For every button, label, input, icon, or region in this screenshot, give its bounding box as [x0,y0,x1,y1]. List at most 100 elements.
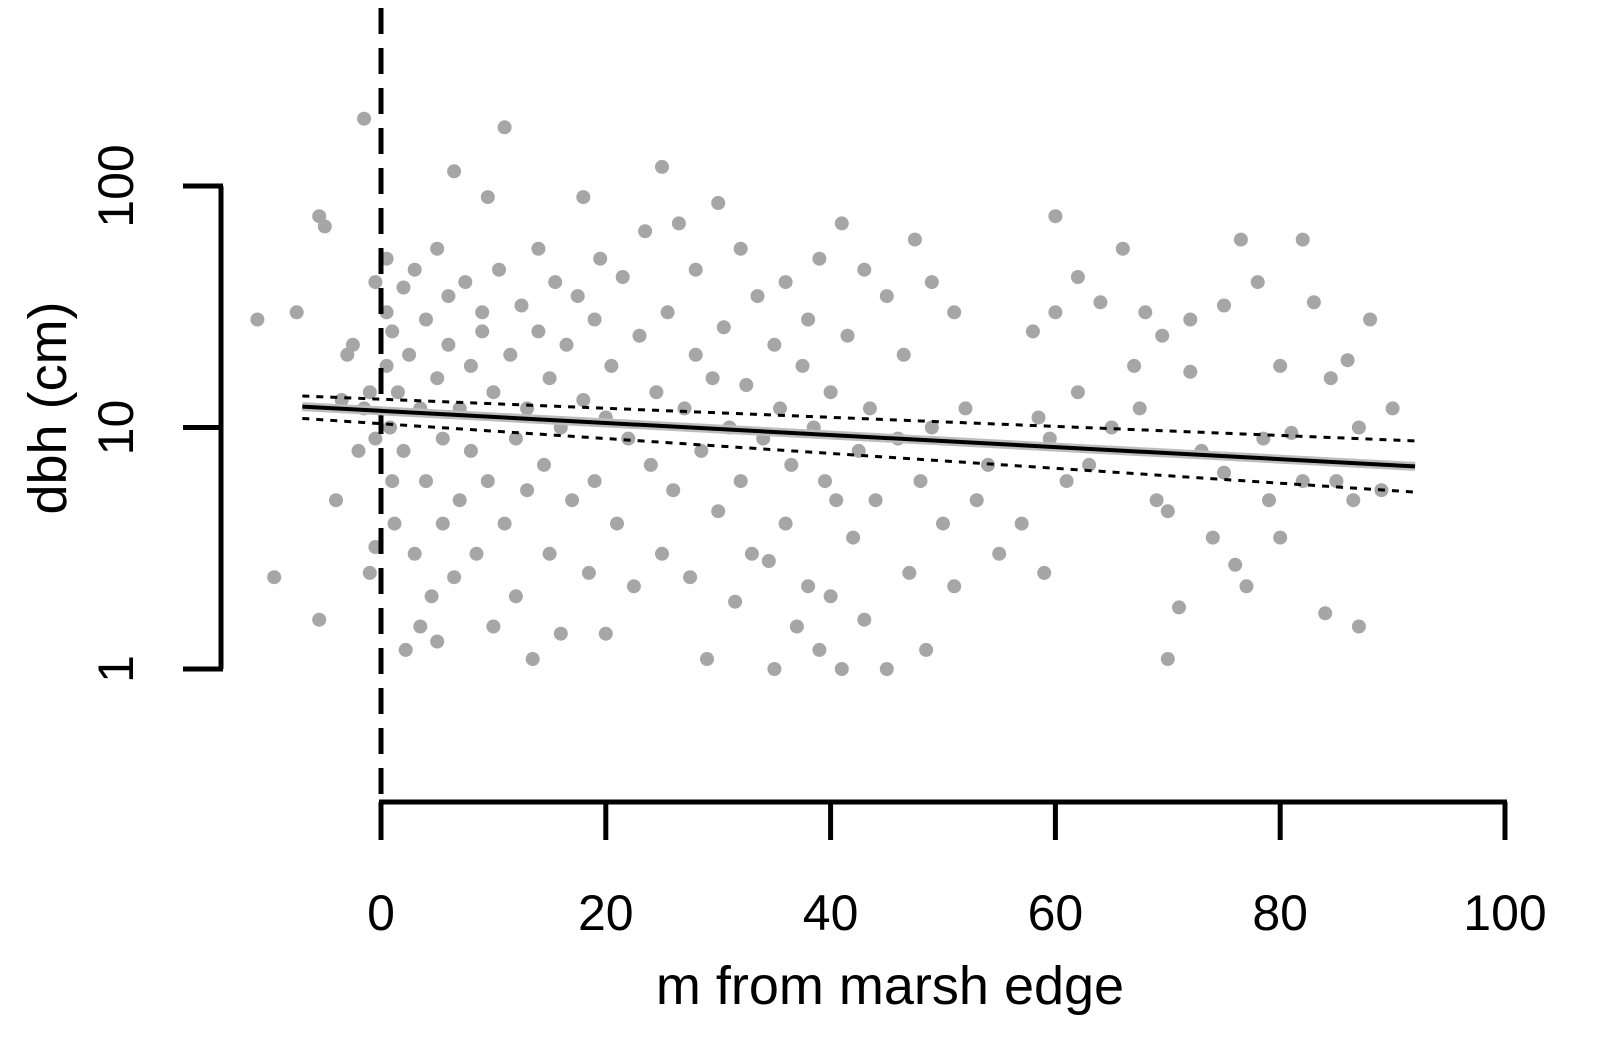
data-point [1160,504,1175,519]
data-point [913,474,928,489]
data-point [1059,474,1074,489]
data-point [1295,474,1310,489]
data-point [857,612,872,627]
data-point [537,457,551,472]
data-point [1082,457,1097,472]
data-point [497,516,512,531]
data-point [1250,275,1265,290]
data-point [1363,312,1378,327]
x-tick-label: 20 [578,885,634,941]
data-point [1132,401,1147,416]
data-point [1149,493,1164,508]
data-point [1025,324,1040,339]
data-point [716,320,731,335]
data-point [1351,619,1366,634]
x-tick-label: 100 [1463,885,1546,941]
data-point [896,347,911,362]
data-point [312,209,327,224]
data-point [1346,493,1361,508]
data-point [947,579,962,594]
data-point [649,385,664,400]
data-point [1323,371,1338,386]
data-point [1183,364,1198,379]
data-point [1239,579,1254,594]
data-point [1070,385,1085,400]
data-point [1340,353,1355,368]
data-point [312,612,327,627]
data-point [610,516,624,531]
data-point [671,216,686,231]
data-point [728,594,743,609]
data-point [447,570,462,585]
data-point [520,401,535,416]
data-point [711,504,726,519]
data-point [1385,401,1400,416]
data-point [761,554,776,568]
data-point [486,619,501,634]
data-point [475,305,490,320]
data-point [604,358,619,373]
data-point [430,634,445,649]
data-point [1014,516,1029,531]
data-point [705,371,720,386]
data-point [688,262,703,277]
data-point [1183,312,1198,327]
data-point [385,324,400,339]
data-point [733,241,748,256]
data-point [581,565,596,580]
data-point [744,546,759,561]
data-point [688,347,703,362]
data-point [407,546,422,561]
data-point [430,241,445,256]
data-point [655,159,669,174]
data-point [362,565,377,580]
data-point [250,312,265,327]
data-point [1031,410,1046,425]
data-point [1273,530,1288,545]
data-point [778,275,793,290]
ci-upper-line [302,394,1416,443]
y-tick-label: 100 [88,144,144,227]
data-point [531,324,546,339]
data-point [907,232,922,247]
data-point [398,642,413,657]
data-point [936,516,950,531]
data-point [1037,565,1052,580]
data-point [553,626,568,641]
data-point [801,312,816,327]
data-point [508,589,523,604]
data-point [419,312,433,327]
data-point [711,196,726,210]
data-point [357,111,372,126]
data-point [435,516,450,531]
data-point [503,347,518,362]
data-point [368,275,383,290]
data-point [362,385,377,400]
data-point [632,328,647,343]
data-point [441,337,456,352]
data-point [1318,606,1333,621]
data-point [1070,270,1085,284]
data-point [919,642,934,657]
data-point [383,420,397,435]
data-point [447,164,462,179]
data-point [767,337,782,352]
data-point [525,652,540,666]
data-point [1155,328,1170,343]
data-point [475,324,490,339]
data-point [542,371,557,386]
data-point [789,619,804,634]
data-point [598,626,613,641]
data-point [1284,425,1299,440]
data-point [531,241,546,256]
data-point [1205,530,1220,545]
data-point [879,662,894,676]
data-point [1295,232,1310,247]
data-point [626,579,641,594]
data-point [329,493,343,508]
data-point [767,662,782,676]
data-point [812,642,827,657]
data-point [829,493,844,508]
data-point [419,474,433,489]
